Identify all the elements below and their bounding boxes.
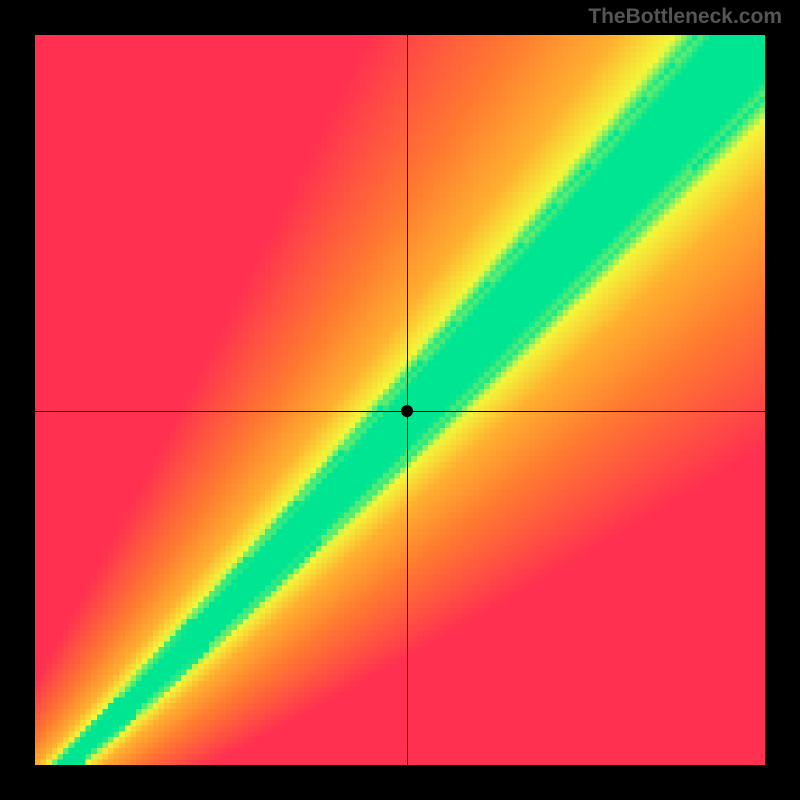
crosshair-horizontal: [35, 411, 765, 412]
crosshair-vertical: [407, 35, 408, 765]
plot-area: [35, 35, 765, 765]
watermark-text: TheBottleneck.com: [588, 5, 782, 29]
bottleneck-heatmap: [35, 35, 765, 765]
marker-dot: [401, 405, 413, 417]
